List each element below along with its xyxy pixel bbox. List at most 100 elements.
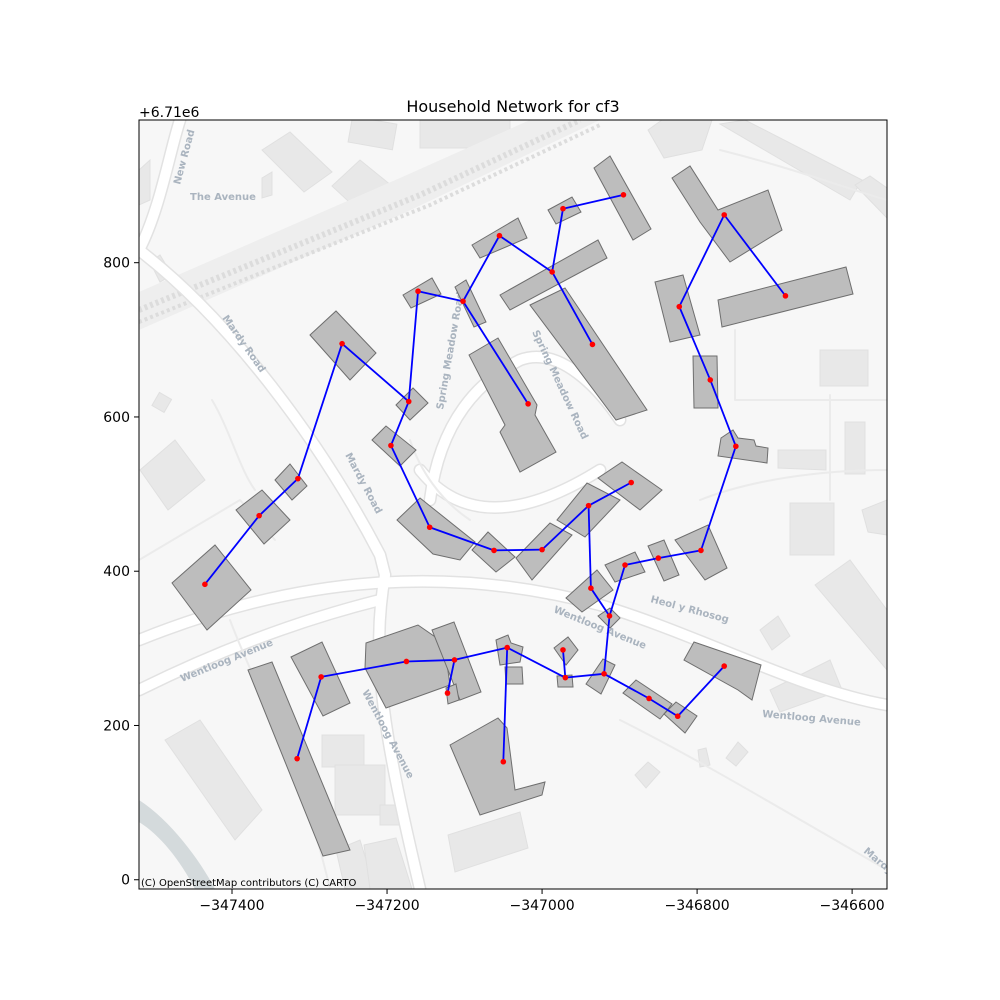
network-edge <box>417 290 464 303</box>
household-node <box>426 524 433 531</box>
household-node <box>460 298 466 305</box>
household-node <box>676 303 683 310</box>
household-node <box>525 401 531 407</box>
building <box>692 355 719 409</box>
building <box>495 634 524 666</box>
water <box>139 800 215 889</box>
household-node <box>733 443 739 450</box>
household-node <box>655 555 662 561</box>
building <box>663 701 698 734</box>
household-node <box>318 674 324 680</box>
plot-frame <box>138 119 888 890</box>
household-node <box>388 442 394 449</box>
network-edge <box>588 481 632 507</box>
household-node <box>539 546 545 553</box>
building <box>585 658 616 695</box>
network-edge <box>565 672 605 679</box>
network-edge <box>502 647 509 762</box>
building <box>235 489 291 545</box>
building <box>504 666 524 685</box>
network-edge <box>700 445 737 551</box>
network-edge <box>587 505 592 589</box>
network-edge <box>541 505 590 551</box>
network-edge <box>677 665 725 717</box>
household-node <box>339 340 345 347</box>
network-edge <box>603 673 650 700</box>
network-edge <box>258 478 299 517</box>
network-edge <box>454 646 508 661</box>
network-edge <box>320 660 407 678</box>
household-node <box>698 547 704 554</box>
building <box>553 636 579 666</box>
household-node <box>294 755 300 762</box>
household-node <box>256 512 262 519</box>
building <box>371 425 417 467</box>
network-edge <box>506 646 566 679</box>
household-node <box>585 502 592 509</box>
network-edge <box>493 548 543 552</box>
household-node <box>560 647 566 653</box>
household-node <box>588 585 594 591</box>
x-axis: −347400 −347200 −347000 −346800 −346600 <box>199 889 885 914</box>
household-node <box>202 581 208 588</box>
network-edge <box>462 235 501 302</box>
network-edge <box>462 300 529 405</box>
network-edge <box>446 659 456 694</box>
household-node <box>646 695 652 702</box>
network-nodes <box>202 192 789 765</box>
household-node <box>444 690 451 696</box>
network-edges <box>204 193 787 762</box>
building <box>454 279 487 328</box>
network-edge <box>590 587 611 617</box>
household-node <box>620 192 627 198</box>
network-edge <box>390 401 410 446</box>
y-tick-label: 600 <box>103 410 130 426</box>
x-tick-label: −347000 <box>509 898 574 914</box>
household-buildings <box>171 155 854 857</box>
street-label: The Avenue <box>190 192 256 203</box>
network-edge <box>648 697 679 717</box>
household-node <box>560 205 566 212</box>
household-node <box>721 212 728 218</box>
network-edge <box>678 306 712 381</box>
network-edge <box>204 515 260 585</box>
household-node <box>562 674 569 681</box>
building <box>671 165 783 263</box>
household-node <box>549 269 555 275</box>
y-axis-offset-label: +6.71e6 <box>139 105 200 121</box>
network-edge <box>429 526 495 552</box>
y-tick-label: 200 <box>103 718 130 734</box>
x-tick-label: −347200 <box>354 898 419 914</box>
building <box>597 461 663 511</box>
network-edge <box>296 676 323 759</box>
household-node <box>451 657 458 663</box>
household-node <box>295 475 301 482</box>
household-node <box>606 613 613 619</box>
building <box>468 337 557 473</box>
household-node <box>782 293 789 299</box>
network-edge <box>678 214 726 308</box>
network-edge <box>551 208 564 273</box>
network-edge <box>658 549 702 559</box>
network-edge <box>341 343 410 403</box>
x-tick-label: −346800 <box>664 898 729 914</box>
network-edge <box>551 271 594 345</box>
map-attribution: (C) OpenStreetMap contributors (C) CARTO <box>141 878 356 889</box>
network-edge <box>498 234 553 273</box>
household-node <box>622 562 628 568</box>
network-edge <box>562 193 624 210</box>
building <box>593 155 652 241</box>
y-axis: 0 200 400 600 800 <box>103 256 139 889</box>
network-edge <box>297 343 343 479</box>
household-node <box>500 758 507 765</box>
building <box>647 539 680 582</box>
x-tick-label: −346600 <box>820 898 885 914</box>
building <box>565 569 614 613</box>
household-node <box>721 663 728 669</box>
building <box>717 429 769 464</box>
building <box>274 463 308 501</box>
household-node <box>504 644 510 651</box>
network-edge <box>709 379 737 447</box>
household-node <box>415 288 421 295</box>
